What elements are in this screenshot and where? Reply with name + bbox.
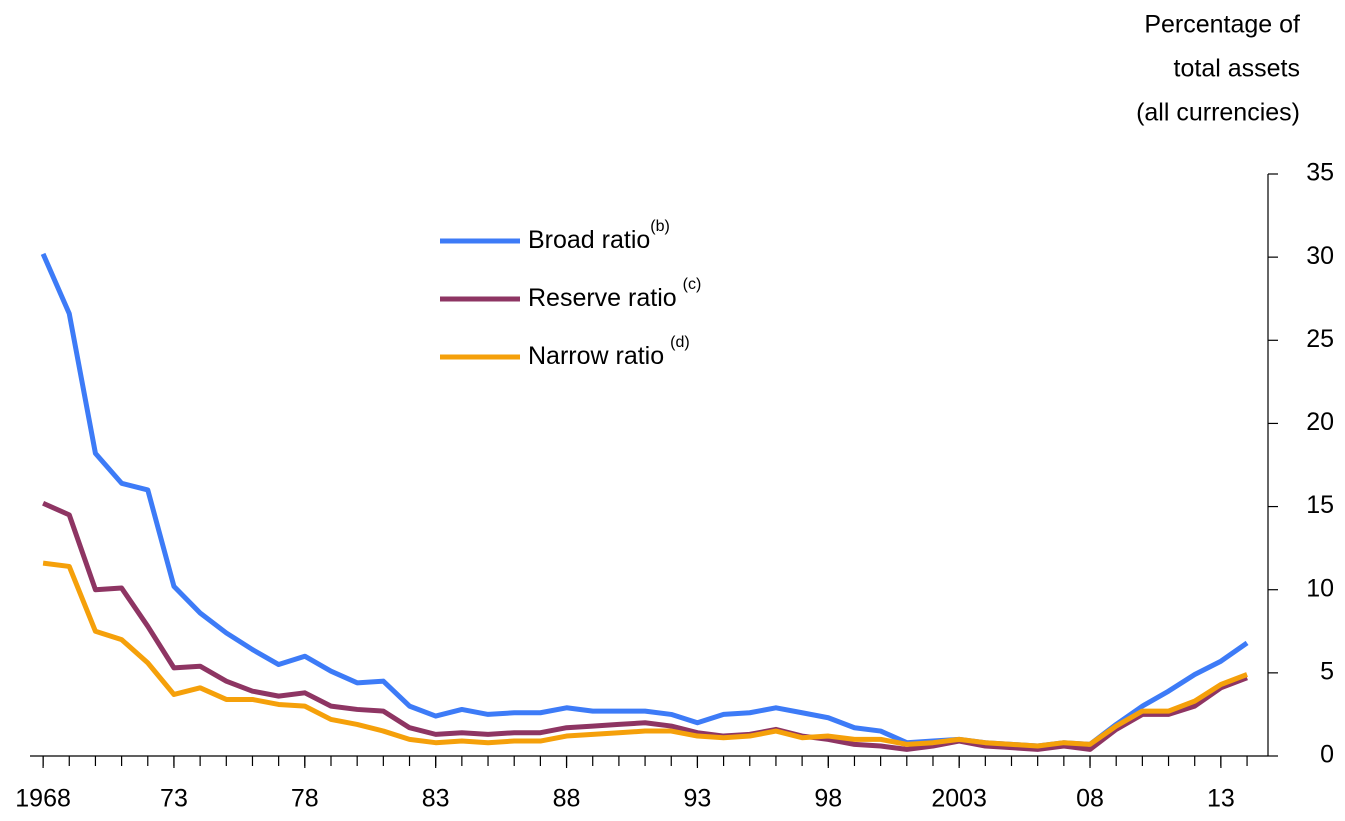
x-tick-label: 93 [684,785,712,813]
x-tick-label: 78 [291,785,319,813]
y-axis-label: (all currencies) [1136,99,1300,127]
data-line [40,252,1249,749]
x-tick-label: 08 [1076,785,1104,813]
y-tick-label: 35 [1306,159,1334,187]
y-axis-label: Percentage of [1144,11,1300,39]
data-line [42,500,1248,752]
y-axis-label: total assets [1174,55,1300,83]
y-tick-label: 15 [1306,491,1334,519]
y-tick-label: 25 [1306,325,1334,353]
x-tick-label: 83 [422,785,450,813]
data-line [42,560,1248,749]
x-tick-label: 88 [553,785,581,813]
legend-label: Narrow ratio (d) [528,334,690,369]
legend-name: Broad ratio [528,226,650,254]
x-tick-label: 73 [160,785,188,813]
y-tick-label: 20 [1306,408,1334,436]
y-tick-label: 10 [1306,574,1334,602]
legend-label: Broad ratio(b) [528,218,670,253]
legend-superscript: (b) [650,218,670,235]
legend-label: Reserve ratio (c) [528,276,701,311]
y-tick-label: 5 [1320,657,1334,685]
y-tick-label: 30 [1306,242,1334,270]
y-tick-label: 0 [1320,741,1334,769]
x-tick-label: 98 [814,785,842,813]
legend-name: Narrow ratio [528,342,664,370]
legend-name: Reserve ratio [528,284,677,312]
x-tick-label: 2003 [931,785,987,813]
x-tick-label: 13 [1207,785,1235,813]
legend-superscript: (c) [683,276,702,293]
legend-superscript: (d) [670,334,690,351]
x-tick-label: 1968 [15,785,71,813]
